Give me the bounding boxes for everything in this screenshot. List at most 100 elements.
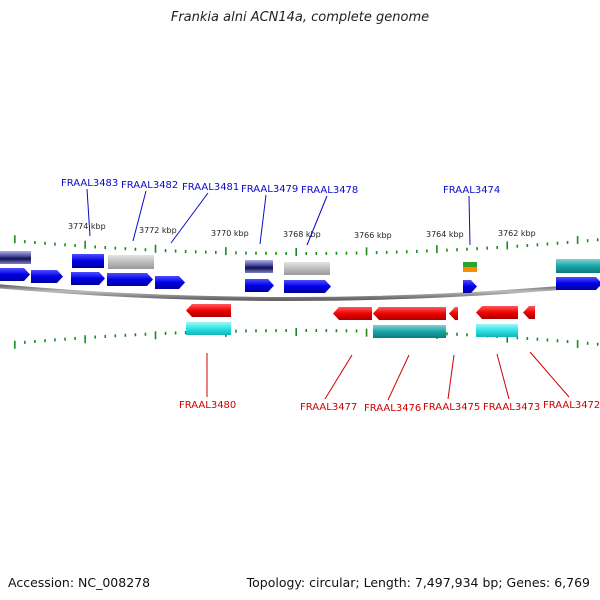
scale-tick — [104, 334, 107, 338]
scale-tick — [456, 332, 458, 336]
cds-forward-arrow — [284, 280, 331, 293]
scale-tick — [154, 244, 157, 253]
gene-box-reverse — [373, 325, 446, 338]
gene-label-forward[interactable]: FRAAL3479 — [241, 184, 298, 195]
scale-tick — [255, 251, 257, 255]
scale-tick — [345, 329, 348, 333]
genome-backbone — [0, 282, 600, 302]
leader-line — [387, 354, 410, 401]
scale-tick — [335, 329, 338, 333]
scale-tick — [345, 251, 348, 255]
scale-tick — [204, 250, 207, 254]
gene-label-forward[interactable]: FRAAL3483 — [61, 178, 118, 189]
scale-tick — [94, 245, 96, 249]
scale-tick — [446, 248, 448, 252]
kbp-label: 3772 kbp — [139, 226, 177, 235]
gene-box-reverse — [186, 322, 231, 335]
scale-tick — [526, 244, 529, 248]
gene-box-reverse — [476, 324, 518, 337]
scale-tick — [355, 329, 358, 333]
scale-tick — [184, 249, 187, 253]
scale-tick — [295, 328, 297, 337]
scale-tick — [305, 329, 308, 333]
gene-box-forward — [556, 259, 600, 273]
scale-tick — [34, 339, 36, 343]
scale-tick — [556, 241, 559, 245]
gene-label-reverse[interactable]: FRAAL3473 — [483, 402, 540, 413]
scale-tick — [325, 251, 328, 255]
scale-tick — [24, 340, 26, 344]
gene-label-reverse[interactable]: FRAAL3475 — [423, 402, 480, 413]
scale-tick — [365, 247, 368, 256]
scale-tick — [576, 339, 579, 348]
scale-tick — [265, 251, 267, 255]
leader-line — [259, 194, 267, 245]
scale-tick — [225, 247, 227, 256]
scale-tick — [164, 331, 167, 335]
scale-tick — [285, 329, 287, 333]
scale-tick — [174, 331, 177, 335]
scale-tick — [44, 241, 46, 245]
gene-label-reverse[interactable]: FRAAL3480 — [179, 400, 236, 411]
scale-tick — [516, 336, 519, 340]
scale-tick — [164, 249, 167, 253]
scale-tick — [295, 247, 297, 256]
label-leader-lines — [86, 188, 570, 401]
gene-box-forward — [463, 262, 477, 267]
scale-tick — [245, 251, 247, 255]
cds-forward-arrow — [31, 270, 63, 283]
gene-label-forward[interactable]: FRAAL3478 — [301, 185, 358, 196]
leader-line — [496, 353, 510, 400]
scale-tick — [506, 241, 509, 250]
scale-tick — [315, 329, 318, 333]
scale-tick — [154, 331, 157, 340]
cds-reverse-arrow — [449, 307, 458, 320]
gene-box-forward — [0, 251, 31, 264]
gene-box-forward — [72, 254, 104, 268]
gene-label-reverse[interactable]: FRAAL3477 — [300, 402, 357, 413]
map-title: Frankia alni ACN14a, complete genome — [170, 10, 430, 25]
scale-tick — [546, 242, 549, 246]
scale-tick — [265, 329, 267, 333]
scale-tick — [235, 251, 237, 255]
scale-tick — [84, 335, 86, 344]
scale-tick — [124, 333, 127, 337]
scale-tick — [566, 240, 569, 244]
kbp-label: 3764 kbp — [426, 230, 464, 239]
gene-box-forward — [463, 267, 477, 272]
gene-label-forward[interactable]: FRAAL3482 — [121, 180, 178, 191]
scale-tick — [536, 243, 539, 247]
scale-tick — [436, 245, 438, 254]
gene-label-reverse[interactable]: FRAAL3476 — [364, 403, 421, 414]
scale-tick — [325, 329, 328, 333]
scale-tick — [526, 336, 529, 340]
gene-label-reverse[interactable]: FRAAL3472 — [543, 400, 600, 411]
gene-label-forward[interactable]: FRAAL3474 — [443, 185, 500, 196]
scale-tick — [566, 340, 569, 344]
scale-tick — [124, 247, 127, 251]
scale-tick — [516, 244, 519, 248]
kbp-label: 3774 kbp — [68, 222, 106, 231]
scale-tick — [375, 251, 378, 255]
scale-tick — [144, 332, 147, 336]
scale-tick — [174, 249, 177, 253]
cds-forward-arrow — [0, 268, 30, 281]
scale-tick — [44, 339, 46, 343]
scale-tick — [84, 240, 86, 249]
scale-tick — [576, 236, 579, 245]
scale-tick — [34, 241, 36, 245]
scale-tick — [14, 235, 16, 244]
scale-tick — [54, 338, 56, 342]
cds-forward-arrow — [245, 279, 274, 292]
cds-forward-arrow — [71, 272, 105, 285]
scale-tick — [365, 328, 368, 337]
gene-box-forward — [284, 262, 330, 275]
feature-track — [0, 251, 600, 338]
accession-text: Accession: NC_008278 — [8, 575, 151, 590]
scale-tick — [285, 251, 287, 255]
scale-tick — [134, 247, 137, 251]
gene-label-forward[interactable]: FRAAL3481 — [182, 182, 239, 193]
leader-line — [170, 192, 209, 244]
leader-line — [86, 188, 91, 237]
